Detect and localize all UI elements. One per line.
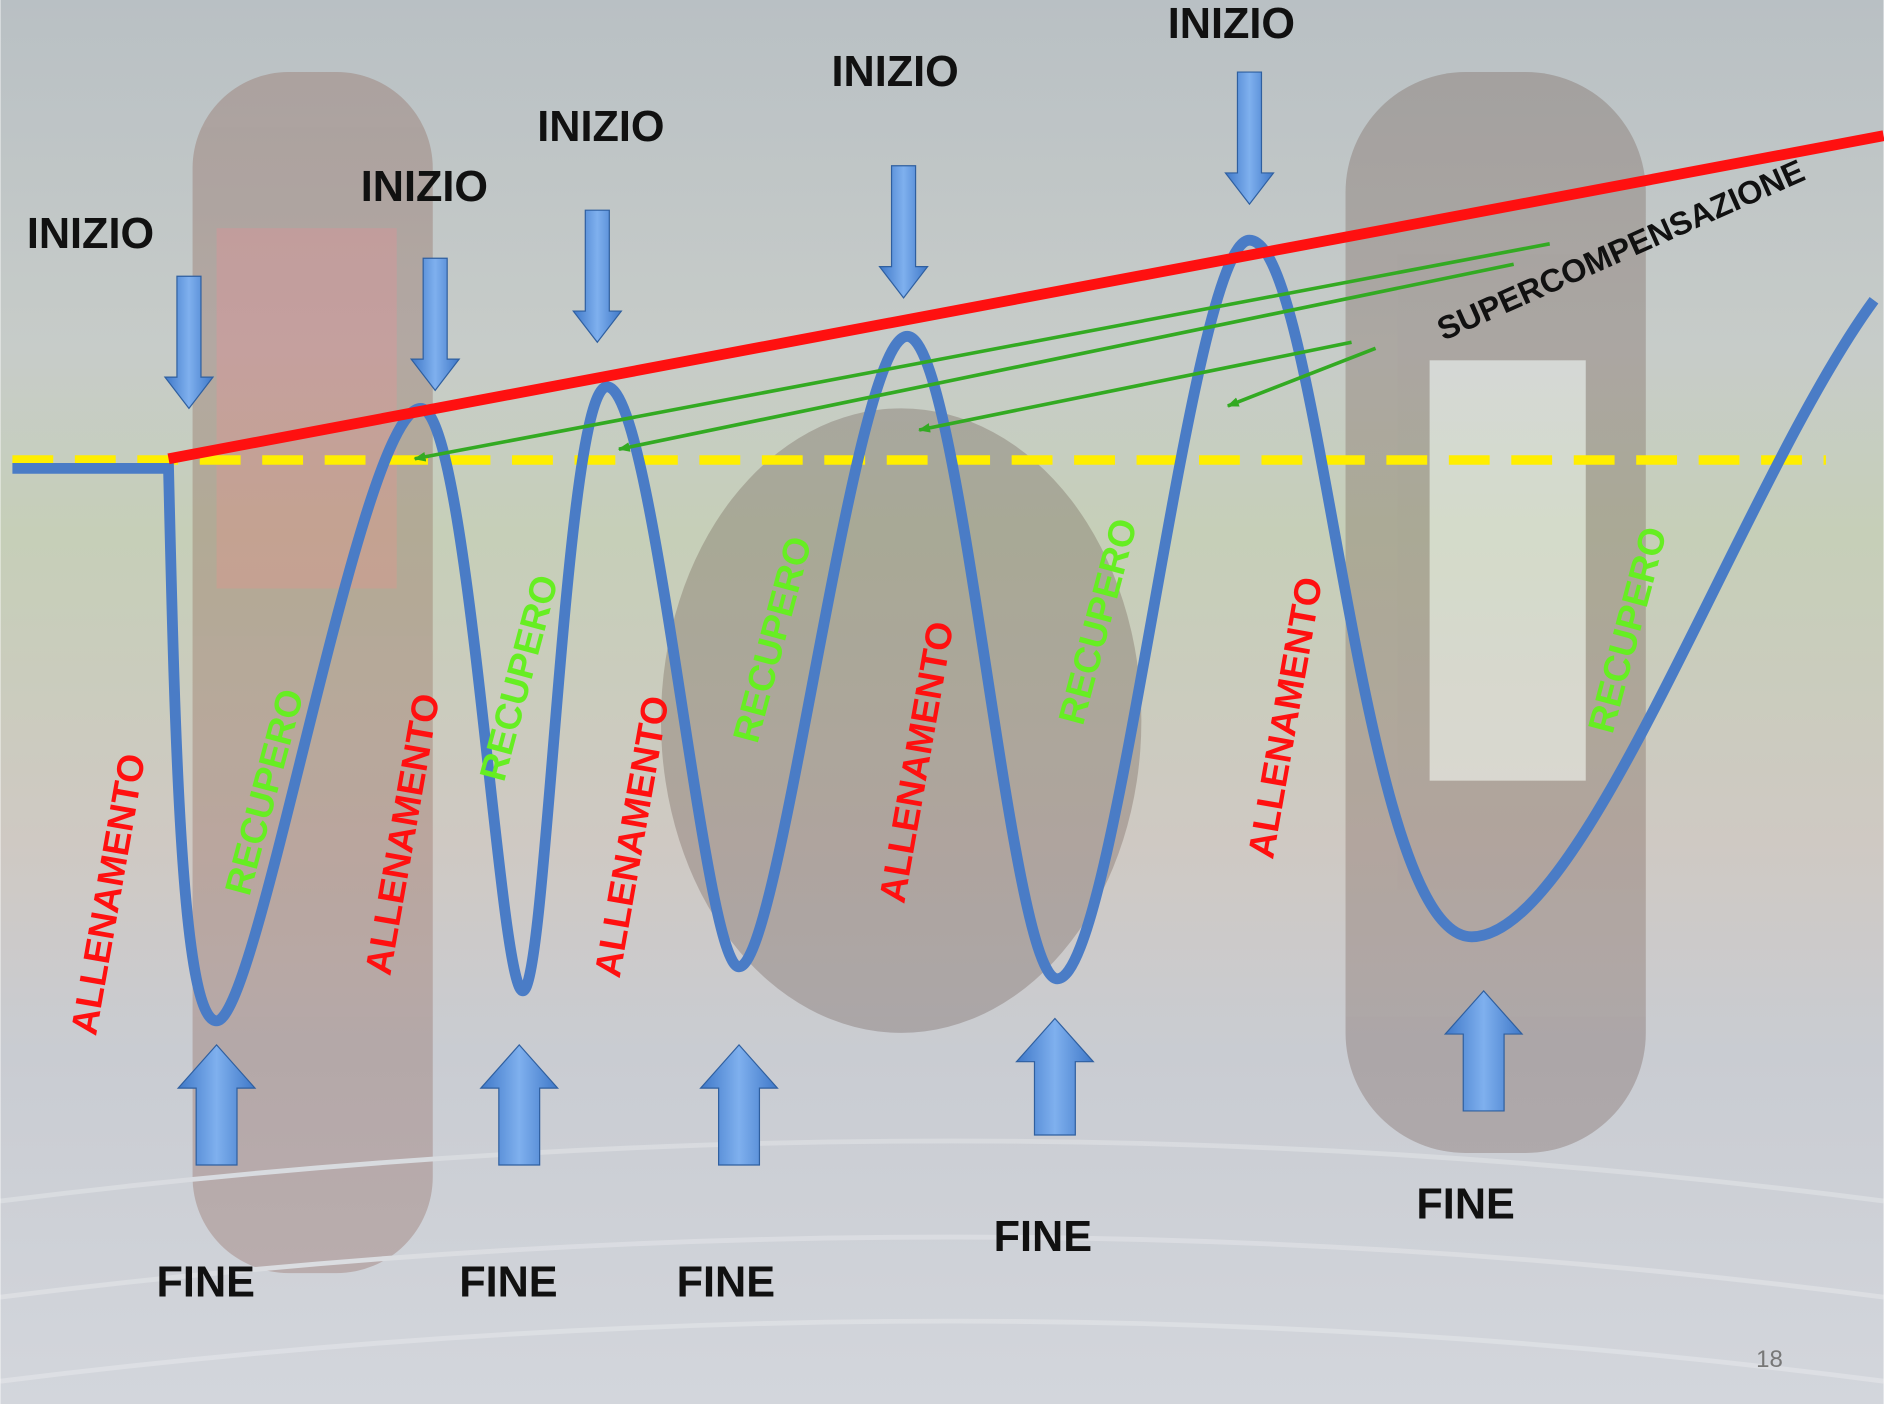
inizio-label: INIZIO xyxy=(537,103,664,151)
fine-label: FINE xyxy=(677,1259,775,1307)
fine-label: FINE xyxy=(1416,1180,1514,1228)
fine-label: FINE xyxy=(157,1259,255,1307)
fine-label: FINE xyxy=(994,1213,1092,1261)
inizio-label: INIZIO xyxy=(27,210,154,258)
page: INIZIO INIZIO INIZIO INIZIO INIZIO FINE FINE FI… xyxy=(0,0,1884,1404)
inizio-label: INIZIO xyxy=(361,163,488,211)
inizio-label: INIZIO xyxy=(1168,0,1295,48)
inizio-label: INIZIO xyxy=(832,48,959,96)
slide: INIZIO INIZIO INIZIO INIZIO INIZIO FINE FINE FI… xyxy=(0,0,1884,1404)
page-number: 18 xyxy=(1756,1346,1783,1373)
fine-label: FINE xyxy=(459,1259,557,1307)
